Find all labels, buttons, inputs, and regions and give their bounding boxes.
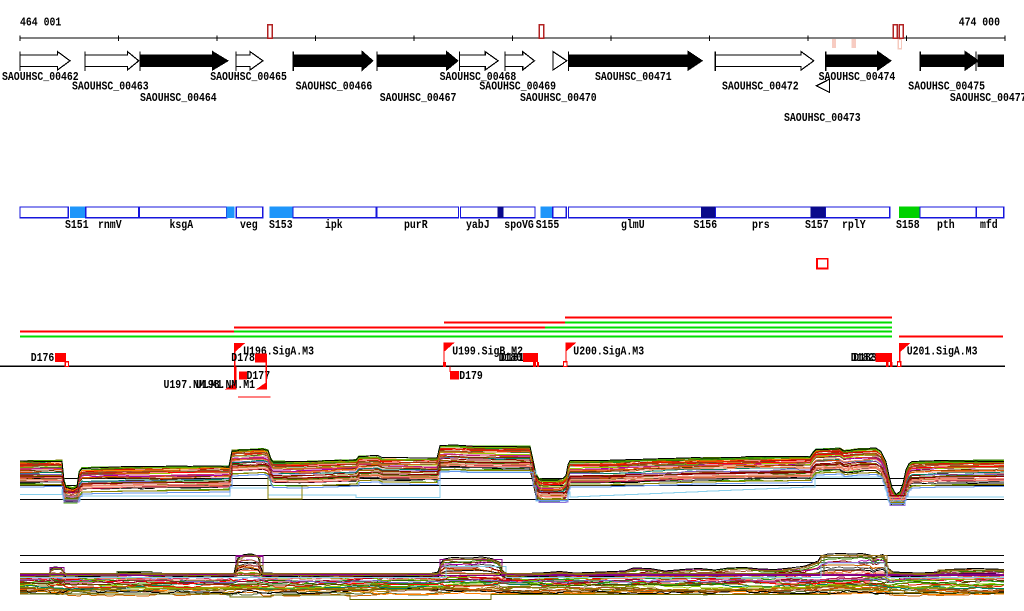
svg-text:D183: D183 [853,351,877,365]
svg-text:S156: S156 [694,218,718,232]
svg-text:pth: pth [937,218,955,232]
svg-text:S158: S158 [896,218,920,232]
svg-text:rnmV: rnmV [98,218,122,232]
svg-text:SAOUHSC_00465: SAOUHSC_00465 [210,70,287,84]
svg-text:prs: prs [752,218,770,232]
svg-text:D181: D181 [501,351,525,365]
svg-text:D176: D176 [31,351,55,365]
svg-text:U197.NM.M1: U197.NM.M1 [164,378,223,392]
svg-text:SAOUHSC_00473: SAOUHSC_00473 [784,111,861,125]
svg-text:D177: D177 [247,369,271,383]
svg-text:veg: veg [240,218,258,232]
svg-text:SAOUHSC_00474: SAOUHSC_00474 [819,70,896,84]
svg-text:ipk: ipk [325,218,343,232]
svg-text:SAOUHSC_00462: SAOUHSC_00462 [2,70,79,84]
svg-text:spoVG: spoVG [504,218,534,232]
svg-text:SAOUHSC_00470: SAOUHSC_00470 [520,91,597,105]
svg-text:U198.NM.M1: U198.NM.M1 [196,378,255,392]
svg-text:U199.SigB.M2: U199.SigB.M2 [452,345,523,359]
svg-text:D182: D182 [851,351,875,365]
svg-text:D179: D179 [459,369,483,383]
svg-text:mfd: mfd [980,218,998,232]
svg-text:474 000: 474 000 [959,15,1000,29]
svg-text:SAOUHSC_00469: SAOUHSC_00469 [479,79,556,93]
svg-text:S155: S155 [536,218,560,232]
svg-text:S157: S157 [805,218,829,232]
svg-text:SAOUHSC_00468: SAOUHSC_00468 [440,70,517,84]
svg-text:SAOUHSC_00466: SAOUHSC_00466 [296,79,373,93]
svg-text:rplY: rplY [842,218,866,232]
svg-text:SAOUHSC_00464: SAOUHSC_00464 [140,91,217,105]
svg-text:glmU: glmU [621,218,645,232]
svg-text:SAOUHSC_00463: SAOUHSC_00463 [72,79,149,93]
svg-text:purR: purR [404,218,428,232]
svg-text:D178: D178 [231,351,255,365]
svg-text:S153: S153 [269,218,293,232]
svg-text:S151: S151 [65,218,89,232]
svg-text:SAOUHSC_00475: SAOUHSC_00475 [908,79,985,93]
svg-text:U201.SigA.M3: U201.SigA.M3 [907,345,978,359]
svg-text:SAOUHSC_00477: SAOUHSC_00477 [950,91,1024,105]
svg-text:ksgA: ksgA [170,218,194,232]
svg-text:D180: D180 [499,351,523,365]
svg-text:SAOUHSC_00472: SAOUHSC_00472 [722,79,799,93]
svg-text:yabJ: yabJ [466,218,490,232]
svg-text:U200.SigA.M3: U200.SigA.M3 [573,345,644,359]
svg-text:464 001: 464 001 [20,15,61,29]
svg-text:SAOUHSC_00467: SAOUHSC_00467 [380,91,457,105]
svg-text:SAOUHSC_00471: SAOUHSC_00471 [595,70,672,84]
